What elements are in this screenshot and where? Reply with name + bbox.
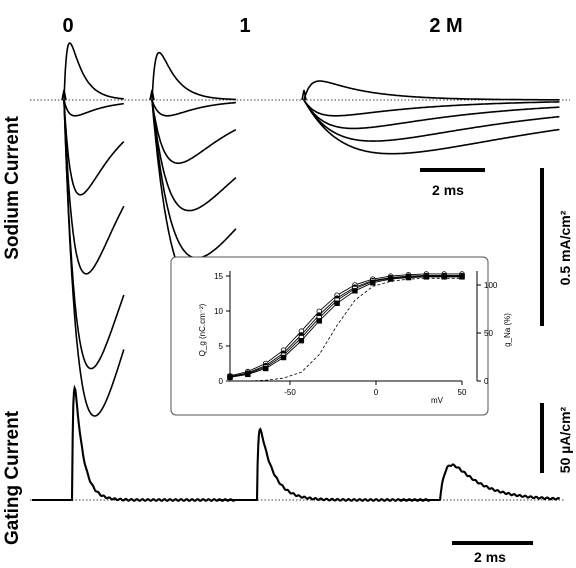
panel-title-1: 1 [239,15,250,37]
artifact-spike [301,89,307,101]
data-point [298,337,305,344]
sodium-trace [63,42,124,101]
sodium-trace [303,99,560,142]
data-point [334,300,340,306]
gating-current-label: Gating Current [2,410,23,545]
inset-series [227,271,465,382]
time-scale-label-bottom: 2 ms [474,549,506,565]
sodium-trace [63,99,124,117]
sodium-trace [151,51,237,101]
sodium-scale-label: 0.5 mA/cm² [557,210,573,285]
y-left-tick-label: 15 [214,272,223,281]
y-right-tick-label: 0 [484,377,489,386]
data-point [352,288,358,294]
x-tick-label: -50 [284,388,296,397]
gating-scale-label: 50 µA/cm² [557,406,573,473]
sodium-trace [63,99,125,417]
data-point [459,274,465,280]
inset-x-axis-label: mV [431,396,444,405]
panel-title-2m: 2 M [429,15,462,37]
gating-traces [32,384,561,502]
y-left-tick-label: 0 [219,377,224,386]
artifact-spike [149,89,155,101]
sodium-trace [151,99,236,117]
sodium-trace [63,99,125,196]
y-right-tick-label: 100 [484,281,498,290]
inset-qv-plot: -50 0 50 mV 0 5 10 15 0 50 100 Q_g (nC.c… [170,256,512,416]
sodium-trace [63,99,125,370]
artifact-spike [61,89,67,101]
sodium-trace [303,80,560,101]
x-tick-label: 0 [374,388,379,397]
sodium-trace [303,99,560,117]
data-point [423,274,430,280]
data-point [262,365,269,372]
gna-curve [230,277,462,382]
inset-left-axis-label: Q_g (nC.cm⁻²) [198,303,207,356]
data-point [227,374,233,381]
y-left-tick-label: 10 [214,307,223,316]
sodium-trace [63,99,125,275]
sodium-trace [151,99,237,212]
data-point [280,354,287,361]
y-right-tick-label: 50 [484,329,493,338]
sodium-trace [303,99,560,130]
panel-title-0: 0 [62,15,73,37]
y-left-tick-label: 5 [219,342,224,351]
data-point [387,276,394,282]
sodium-trace [151,99,237,164]
qv-curve-3 [229,276,462,378]
data-point [405,274,412,281]
inset-right-axis-label: g_Na (%) [503,313,512,347]
gating-trace [32,384,236,502]
sodium-trace [303,99,560,155]
sodium-trace [151,99,237,259]
x-tick-label: 50 [458,388,467,397]
qv-curve-1 [229,274,462,378]
time-scale-label-top: 2 ms [432,182,464,198]
data-point [441,274,447,280]
data-point [316,318,322,324]
qv-curve-0 [229,273,462,377]
gating-trace [217,427,431,502]
sodium-current-label: Sodium Current [2,116,23,260]
data-point [370,280,376,286]
data-point [245,371,251,378]
qv-curve-2 [229,275,462,378]
gating-trace [400,463,561,502]
